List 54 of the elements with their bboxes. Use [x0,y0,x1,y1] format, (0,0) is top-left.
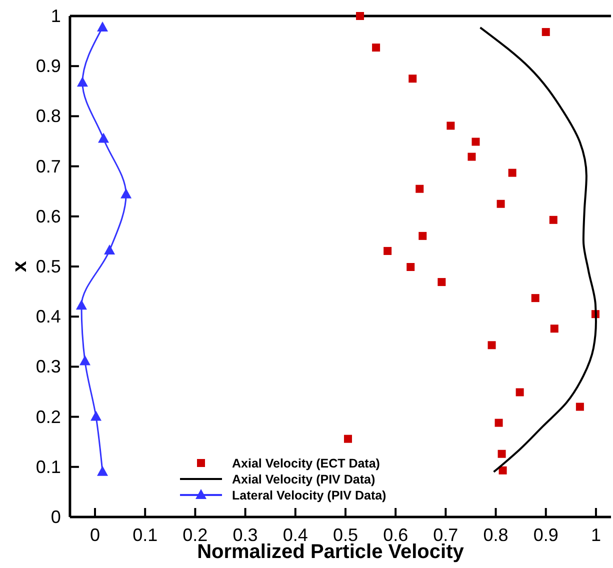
point [76,76,88,87]
point [90,410,102,421]
point [516,388,524,396]
point [416,184,424,193]
point [76,300,87,310]
legend-label: Axial Velocity (PIV Data) [232,472,376,486]
point [508,168,516,177]
point [408,74,417,83]
point [498,466,507,474]
point [576,402,584,411]
y-tick-label: 1 [50,6,61,26]
point [542,28,550,36]
y-tick-label: 0.5 [36,256,61,276]
y-tick-label: 0.7 [36,156,61,176]
point [104,244,116,254]
y-axis-title: x [9,260,31,272]
y-tick-label: 0.6 [36,206,61,226]
point [498,450,506,458]
y-tick-label: 0.8 [36,106,61,126]
line-series [479,26,597,473]
y-tick-label: 0.3 [36,356,61,377]
point [120,188,132,198]
point [494,418,503,427]
point [472,138,480,146]
point [418,232,427,240]
point [406,263,415,271]
legend-label: Lateral Velocity (PIV Data) [232,488,386,502]
point [438,278,446,286]
point [488,341,496,350]
point [372,44,380,52]
y-tick-label: 0.2 [36,406,61,427]
point [97,466,108,476]
x-tick-label: 0.1 [132,525,158,545]
x-tick-label: 0 [90,525,100,545]
point [446,122,455,130]
y-tick-label: 0.9 [36,56,61,76]
point [550,324,558,333]
y-tick-label: 0.1 [36,456,61,477]
point [79,355,90,366]
point [496,200,505,208]
point [98,132,110,143]
point [344,434,352,443]
y-tick-label: 0 [50,507,61,527]
y-tick-label: 0.4 [36,306,61,327]
legend-label: Axial Velocity (ECT Data) [232,456,380,470]
x-tick-label: 0.9 [533,525,558,545]
point [531,294,540,302]
point [97,22,108,32]
x-tick-label: 0.8 [483,525,508,545]
point [468,152,476,161]
point [356,12,364,20]
x-tick-label: 1 [590,525,601,545]
point [384,246,392,255]
point [549,216,558,224]
